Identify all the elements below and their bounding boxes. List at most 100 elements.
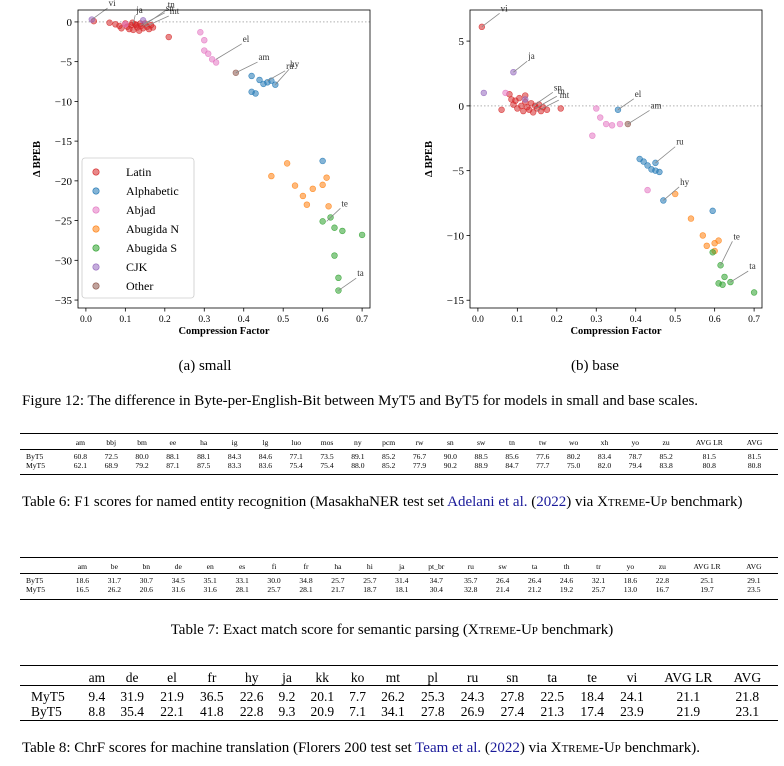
x-tick-label: 0.2 bbox=[159, 315, 171, 325]
citation-year-link[interactable]: 2022 bbox=[536, 494, 567, 510]
data-point bbox=[319, 218, 326, 225]
y-tick-label: −10 bbox=[55, 96, 73, 108]
table-cell: 35.1 bbox=[203, 576, 217, 585]
table-cell: 27.4 bbox=[500, 704, 525, 719]
data-point bbox=[319, 157, 326, 165]
annotation-label: mt bbox=[560, 90, 570, 100]
annotation-label: ru bbox=[676, 137, 684, 147]
data-point bbox=[248, 72, 255, 80]
x-tick-label: 0.1 bbox=[119, 315, 131, 325]
x-tick-label: 0.0 bbox=[472, 315, 484, 325]
x-tick-label: 0.0 bbox=[80, 315, 92, 325]
column-header: luo bbox=[291, 438, 302, 447]
y-tick-label: −30 bbox=[55, 255, 73, 267]
row-label: MyT5 bbox=[26, 461, 45, 470]
column-header: ee bbox=[169, 438, 177, 447]
citation-year-link[interactable]: 2022 bbox=[489, 740, 520, 756]
table-cell: 77.1 bbox=[289, 452, 303, 461]
column-header: ta bbox=[547, 669, 558, 685]
column-header: fr bbox=[207, 669, 217, 685]
table-row: MyT5 9.4 31.9 21.9 36.5 22.6 9.2 20.1 7.7 26.2 25.… bbox=[28, 685, 770, 704]
column-header: es bbox=[238, 562, 246, 571]
table-cell: 13.0 bbox=[623, 585, 638, 594]
table-cell: 9.3 bbox=[278, 704, 296, 719]
table-mt: am de el fr hy ja kk ko mt pl ru sn ta te vi AVG LR AVG M… bbox=[28, 669, 770, 720]
table-cell: 88.1 bbox=[197, 452, 211, 461]
column-header: tw bbox=[539, 438, 547, 447]
data-point bbox=[543, 106, 551, 113]
column-header: bm bbox=[137, 438, 147, 447]
annotation-arrow bbox=[663, 186, 680, 201]
x-tick-label: 0.2 bbox=[551, 315, 563, 325]
y-tick-label: −10 bbox=[447, 230, 465, 242]
data-point bbox=[593, 105, 600, 112]
column-header: ha bbox=[334, 562, 342, 571]
table-cell: 23.5 bbox=[747, 585, 761, 594]
data-point bbox=[323, 174, 330, 181]
annotation-label: el bbox=[243, 34, 250, 44]
data-point bbox=[331, 252, 338, 259]
citation-paren: ( bbox=[481, 740, 490, 756]
data-point bbox=[644, 186, 651, 194]
data-point bbox=[624, 120, 632, 128]
x-tick-label: 0.1 bbox=[511, 315, 523, 325]
column-header: ny bbox=[354, 438, 362, 447]
legend-marker bbox=[92, 244, 100, 252]
table-cell: 22.5 bbox=[540, 689, 565, 704]
table-cell: 75.0 bbox=[567, 461, 581, 470]
data-point bbox=[721, 273, 728, 281]
annotation-arrow bbox=[536, 99, 559, 112]
data-point bbox=[602, 120, 610, 128]
table-cell: 7.1 bbox=[349, 704, 367, 719]
column-header: ta bbox=[531, 562, 538, 571]
table-cell: 26.4 bbox=[527, 576, 542, 585]
data-point bbox=[335, 274, 342, 282]
table-cell: 80.8 bbox=[702, 461, 716, 470]
table-cell: 26.2 bbox=[107, 585, 121, 594]
data-point bbox=[671, 190, 679, 198]
column-header: ig bbox=[231, 438, 238, 447]
column-header: xh bbox=[600, 438, 609, 447]
citation-paren-close: ) via bbox=[566, 494, 598, 510]
column-header: lg bbox=[262, 438, 269, 447]
citation-link[interactable]: Adelani et al. bbox=[447, 494, 528, 510]
annotation-arrow bbox=[720, 241, 733, 266]
table-semparse: am be bn de en es fi fr ha hi ja pt_br ru sw ta th tr yo z… bbox=[24, 560, 772, 594]
plot-frame bbox=[77, 9, 371, 309]
y-tick-label: 0 bbox=[459, 101, 465, 113]
legend-marker bbox=[92, 282, 100, 290]
annotation-arrow bbox=[144, 15, 169, 28]
table-cell: 72.5 bbox=[104, 452, 118, 461]
column-header: pl bbox=[427, 669, 438, 685]
data-point bbox=[480, 89, 488, 97]
annotation-label: vi bbox=[501, 3, 509, 13]
table-cell: 25.7 bbox=[591, 585, 606, 594]
table-cell: 79.4 bbox=[628, 461, 642, 470]
data-point bbox=[520, 107, 527, 115]
column-header bbox=[28, 669, 81, 685]
table-cell: 9.4 bbox=[88, 689, 106, 704]
table-cell: 9.2 bbox=[278, 689, 296, 704]
citation-link[interactable]: Team et al. bbox=[415, 740, 482, 756]
data-point bbox=[205, 50, 212, 57]
table-cell: 62.1 bbox=[73, 461, 88, 470]
data-point bbox=[291, 182, 299, 189]
annotation-arrow bbox=[267, 70, 286, 82]
annotation-label: ta bbox=[749, 261, 756, 271]
table-cell: 21.8 bbox=[735, 689, 760, 704]
table8-caption-text: Table 8: ChrF scores for machine transla… bbox=[22, 740, 416, 756]
annotation-label: hy bbox=[290, 59, 300, 69]
table-cell: 88.0 bbox=[351, 461, 365, 470]
data-point bbox=[502, 89, 509, 97]
table-cell: 83.4 bbox=[597, 452, 612, 461]
column-header: kk bbox=[315, 669, 330, 685]
data-point bbox=[283, 160, 291, 167]
x-tick-label: 0.5 bbox=[277, 315, 289, 325]
column-header: sn bbox=[506, 669, 519, 685]
table-cell: 79.2 bbox=[135, 461, 149, 470]
x-tick-label: 0.6 bbox=[709, 315, 721, 325]
y-tick-label: −25 bbox=[55, 216, 73, 228]
table-cell: 35.7 bbox=[464, 576, 478, 585]
column-header: ja bbox=[399, 562, 405, 571]
